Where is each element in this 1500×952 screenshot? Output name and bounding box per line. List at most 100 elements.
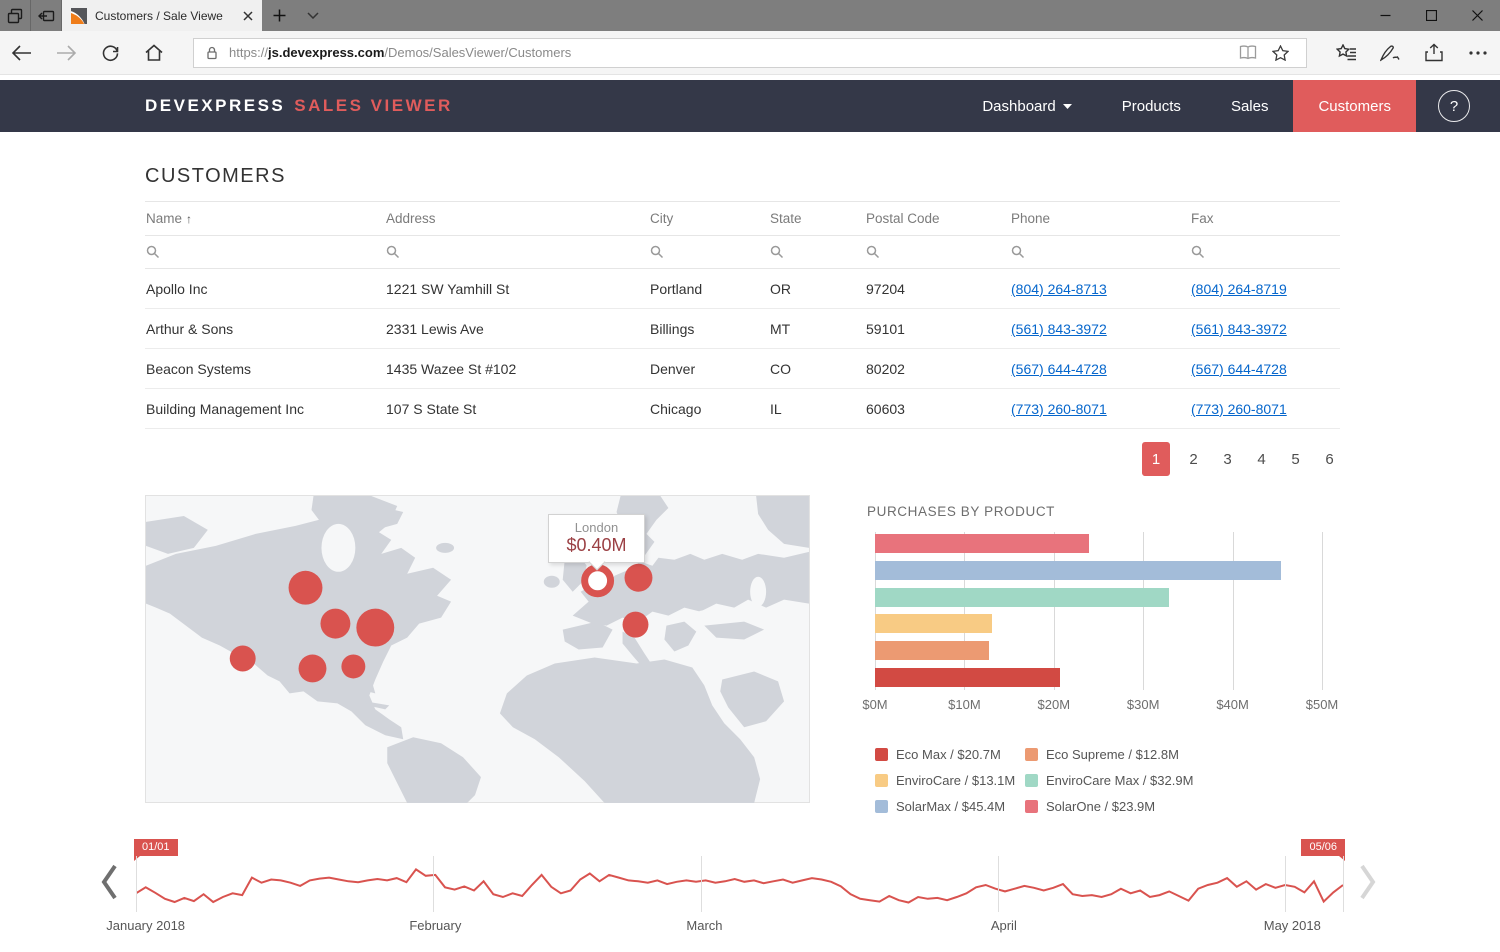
legend-swatch	[1025, 748, 1038, 761]
page-button-3[interactable]: 3	[1223, 450, 1232, 468]
cell: (773) 260-8071	[1010, 388, 1190, 429]
filter-state[interactable]	[769, 235, 865, 269]
sales-map[interactable]: London $0.40M	[145, 495, 810, 804]
legend-item[interactable]: SolarMax / $45.4M	[875, 799, 1025, 814]
table-row[interactable]: Beacon Systems 1435 Wazee St #102 Denver CO…	[145, 348, 1340, 389]
refresh-button[interactable]	[88, 31, 132, 75]
map-bubble[interactable]	[298, 654, 327, 683]
phone-link[interactable]: (773) 260-8071	[1011, 400, 1107, 417]
filter-fax[interactable]	[1190, 235, 1340, 269]
set-tabs-aside-button[interactable]	[31, 0, 62, 31]
page-button-6[interactable]: 6	[1325, 450, 1334, 468]
page-button-4[interactable]: 4	[1257, 450, 1266, 468]
cell: Portland	[649, 268, 769, 309]
bar-Eco Max[interactable]	[875, 667, 1061, 687]
timeline-next-button[interactable]	[1360, 864, 1376, 900]
map-tooltip: London $0.40M	[548, 514, 645, 563]
menu-item-dashboard[interactable]: Dashboard	[957, 80, 1096, 132]
map-bubble[interactable]	[341, 654, 366, 679]
timeline-month-label: May 2018	[1263, 918, 1321, 933]
timeline-month-label: April	[990, 918, 1017, 933]
filter-city[interactable]	[649, 235, 769, 269]
brand-secondary: SALES VIEWER	[294, 96, 453, 115]
hub-favorites-button[interactable]	[1324, 31, 1368, 75]
map-bubble[interactable]	[229, 645, 256, 672]
range-start-flag[interactable]: 01/01	[134, 839, 178, 861]
legend-item[interactable]: Eco Max / $20.7M	[875, 747, 1025, 762]
timeline-prev-button[interactable]	[101, 864, 117, 900]
timeline-plot[interactable]: 01/01 05/06 January 2018 February March Apr…	[106, 839, 1345, 933]
fax-link[interactable]: (804) 264-8719	[1191, 280, 1287, 297]
home-button[interactable]	[132, 31, 176, 75]
filter-address[interactable]	[385, 235, 649, 269]
timeline-polyline	[136, 869, 1343, 902]
page-button-2[interactable]: 2	[1189, 450, 1198, 468]
timeline-gridline	[1285, 856, 1287, 912]
bar-row-SolarMax	[875, 560, 1322, 580]
annotate-pen-button[interactable]	[1368, 31, 1412, 75]
favorite-star-icon[interactable]	[1264, 44, 1296, 61]
range-end-flag[interactable]: 05/06	[1301, 839, 1345, 861]
bar-EnviroCare Max[interactable]	[875, 587, 1170, 607]
window-maximize-button[interactable]	[1408, 0, 1454, 31]
menu-item-products[interactable]: Products	[1121, 97, 1181, 115]
phone-link[interactable]: (561) 843-3972	[1011, 320, 1107, 337]
map-bubble-ring[interactable]	[581, 564, 615, 598]
column-header-fax[interactable]: Fax	[1190, 201, 1340, 236]
fax-link[interactable]: (561) 843-3972	[1191, 320, 1287, 337]
tab-list-chevron[interactable]	[296, 0, 330, 31]
address-bar[interactable]: https://js.devexpress.com/Demos/SalesVie…	[193, 37, 1307, 68]
tab-preview-button[interactable]	[0, 0, 31, 31]
map-bubble[interactable]	[320, 608, 351, 639]
legend-swatch	[875, 774, 888, 787]
page-button-1[interactable]: 1	[1142, 442, 1170, 476]
share-button[interactable]	[1412, 31, 1456, 75]
browser-tab[interactable]: Customers / Sale Viewe	[62, 0, 262, 31]
window-close-button[interactable]	[1454, 0, 1500, 31]
table-row[interactable]: Arthur & Sons 2331 Lewis Ave Billings MT 591…	[145, 308, 1340, 349]
phone-link[interactable]: (567) 644-4728	[1011, 360, 1107, 377]
back-button[interactable]	[0, 31, 44, 75]
window-minimize-button[interactable]	[1362, 0, 1408, 31]
bar-Eco Supreme[interactable]	[875, 641, 990, 661]
new-tab-button[interactable]	[262, 0, 296, 31]
tab-close-button[interactable]	[243, 10, 253, 21]
filter-name[interactable]	[145, 235, 385, 269]
column-header-city[interactable]: City	[649, 201, 769, 236]
page-button-5[interactable]: 5	[1291, 450, 1300, 468]
column-header-phone[interactable]: Phone	[1010, 201, 1190, 236]
table-row[interactable]: Apollo Inc 1221 SW Yamhill St Portland OR 97…	[145, 268, 1340, 309]
menu-item-sales[interactable]: Sales	[1230, 97, 1269, 115]
map-bubble[interactable]	[624, 563, 653, 592]
phone-link[interactable]: (804) 264-8713	[1011, 280, 1107, 297]
help-button[interactable]: ?	[1416, 80, 1500, 132]
pagination: 1 2 3 4 5 6	[145, 442, 1340, 476]
bar-SolarOne[interactable]	[875, 534, 1089, 553]
column-header-postal[interactable]: Postal Code	[865, 201, 1010, 236]
legend-label: EnviroCare Max / $32.9M	[1046, 773, 1194, 788]
cell: (567) 644-4728	[1010, 348, 1190, 389]
filter-postal[interactable]	[865, 235, 1010, 269]
column-header-name[interactable]: Name ↑	[145, 201, 385, 236]
column-header-state[interactable]: State	[769, 201, 865, 236]
bar-EnviroCare[interactable]	[875, 614, 993, 634]
column-header-address[interactable]: Address	[385, 201, 649, 236]
table-row[interactable]: Building Management Inc 107 S State St Chi…	[145, 388, 1340, 429]
map-bubble[interactable]	[288, 570, 323, 605]
legend-item[interactable]: SolarOne / $23.9M	[1025, 799, 1340, 814]
map-bubble[interactable]	[356, 608, 395, 647]
legend-item[interactable]: Eco Supreme / $12.8M	[1025, 747, 1340, 762]
timeline-line	[136, 856, 1343, 912]
bar-SolarMax[interactable]	[875, 560, 1281, 580]
settings-ellipsis-button[interactable]	[1456, 31, 1500, 75]
brand-logo[interactable]: DEVEXPRESS SALES VIEWER	[145, 80, 453, 132]
legend-item[interactable]: EnviroCare / $13.1M	[875, 773, 1025, 788]
fax-link[interactable]: (567) 644-4728	[1191, 360, 1287, 377]
legend-item[interactable]: EnviroCare Max / $32.9M	[1025, 773, 1340, 788]
fax-link[interactable]: (773) 260-8071	[1191, 400, 1287, 417]
reading-view-icon[interactable]	[1232, 45, 1264, 60]
filter-phone[interactable]	[1010, 235, 1190, 269]
forward-button[interactable]	[44, 31, 88, 75]
map-bubble[interactable]	[622, 611, 649, 638]
menu-item-customers[interactable]: Customers	[1293, 80, 1416, 132]
